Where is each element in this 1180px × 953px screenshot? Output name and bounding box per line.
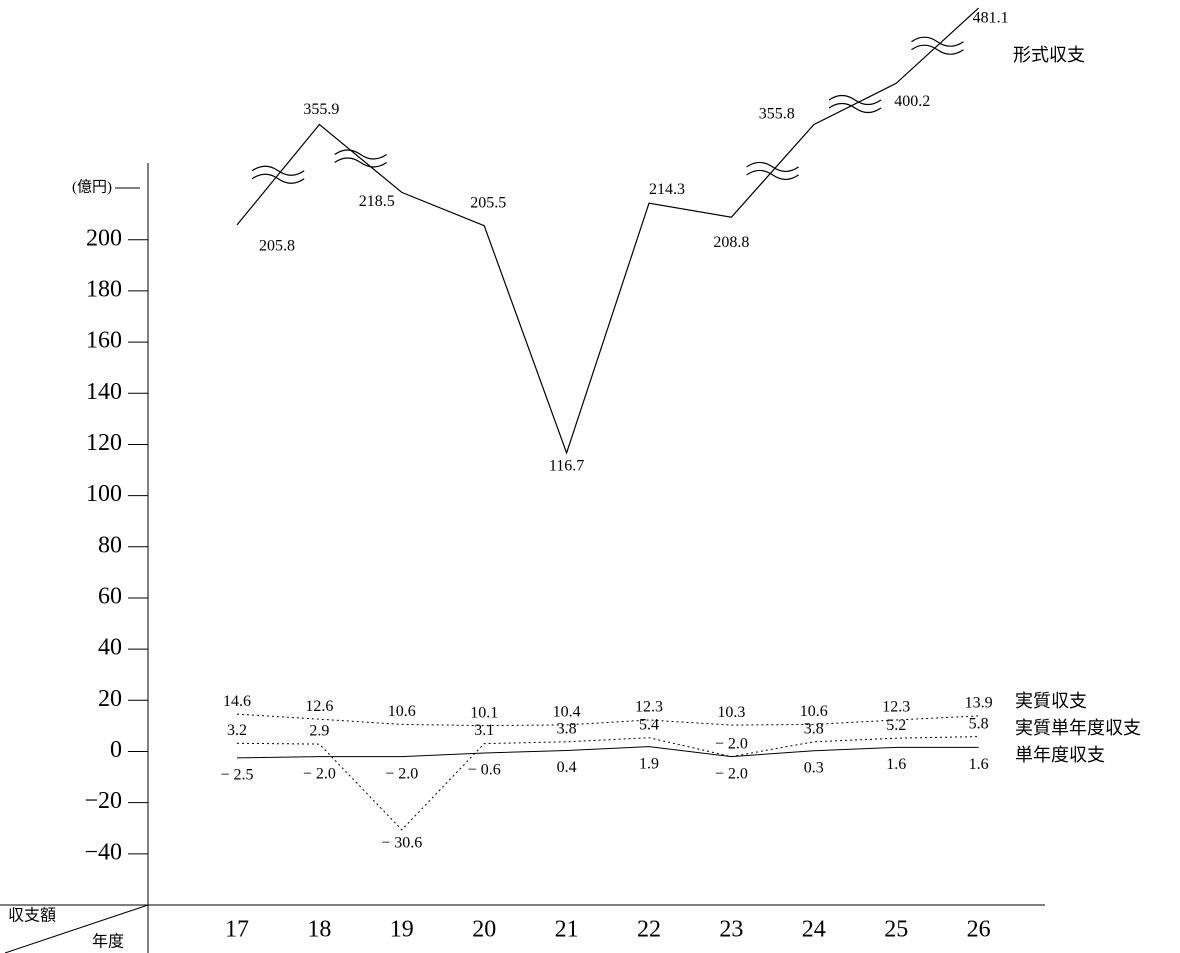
data-label: 13.9 <box>965 695 993 712</box>
series-name: 実質単年度収支 <box>1015 718 1141 738</box>
data-label: 355.9 <box>303 101 339 118</box>
data-label: − 0.6 <box>468 762 501 779</box>
data-label: 481.1 <box>973 10 1009 27</box>
x-tick-label: 22 <box>637 917 661 943</box>
x-tick-label: 19 <box>390 917 414 943</box>
data-label: 208.8 <box>713 234 749 251</box>
x-tick-label: 23 <box>719 917 743 943</box>
data-label: 1.6 <box>969 756 989 773</box>
data-label: 0.3 <box>804 759 824 776</box>
series-name: 形式収支 <box>1013 45 1085 65</box>
axis-break <box>746 161 799 173</box>
data-label: − 2.0 <box>385 765 418 782</box>
y-tick-label: −20 <box>84 788 122 814</box>
data-label: 214.3 <box>649 181 685 198</box>
data-label: − 2.5 <box>220 767 253 784</box>
data-label: 12.3 <box>635 699 663 716</box>
x-tick-label: 25 <box>884 917 908 943</box>
axis-break <box>746 169 799 181</box>
data-label: 10.6 <box>800 703 828 720</box>
data-label: 355.8 <box>759 105 795 122</box>
x-tick-label: 21 <box>555 917 579 943</box>
y-tick-label: 60 <box>98 583 122 609</box>
data-label: 10.4 <box>553 704 581 721</box>
y-tick-label: 0 <box>110 737 122 763</box>
axis-break <box>828 102 882 114</box>
y-tick-label: 200 <box>86 225 122 251</box>
data-label: 3.1 <box>474 722 494 739</box>
corner-diagonal <box>4 904 149 953</box>
data-label: 2.9 <box>309 723 329 740</box>
axis-break <box>911 44 964 55</box>
series-line <box>236 746 979 759</box>
data-label: 400.2 <box>894 93 930 110</box>
axis-break <box>828 94 882 106</box>
axis-break <box>334 149 387 160</box>
series-line <box>236 736 979 831</box>
axis-break <box>334 157 387 168</box>
y-tick-label: 100 <box>86 481 122 507</box>
x-tick-label: 24 <box>802 917 826 943</box>
data-label: 14.6 <box>223 693 251 710</box>
unit-label: (億円) <box>72 178 112 195</box>
data-label: 5.2 <box>886 717 906 734</box>
data-label: 12.6 <box>305 698 333 715</box>
data-label: 116.7 <box>549 458 584 475</box>
series-line <box>236 7 980 455</box>
corner-bottom: 年度 <box>92 933 124 951</box>
data-label: 0.4 <box>557 759 577 776</box>
series-name: 単年度収支 <box>1015 745 1105 765</box>
data-label: 3.8 <box>804 720 824 737</box>
data-label: 10.3 <box>717 704 745 721</box>
data-label: 12.3 <box>882 699 910 716</box>
data-label: 3.8 <box>557 720 577 737</box>
y-tick-label: 120 <box>86 430 122 456</box>
axis-break <box>251 165 305 176</box>
data-label: − 2.0 <box>715 735 748 752</box>
data-label: 3.2 <box>227 722 247 739</box>
y-tick-label: 160 <box>86 328 122 354</box>
x-tick-label: 26 <box>967 917 991 943</box>
data-label: − 2.0 <box>303 765 336 782</box>
axis-break <box>911 36 964 47</box>
data-label: 5.4 <box>639 716 659 733</box>
x-tick-label: 18 <box>307 917 331 943</box>
data-label: 1.6 <box>886 756 906 773</box>
data-label: − 30.6 <box>381 834 422 851</box>
series-line <box>236 713 979 727</box>
x-tick-label: 17 <box>225 917 249 943</box>
data-label: 205.5 <box>470 194 506 211</box>
y-tick-label: 180 <box>86 276 122 302</box>
data-label: 218.5 <box>359 193 395 210</box>
axis-break <box>251 173 305 184</box>
series-name: 実質収支 <box>1015 691 1087 711</box>
data-label: 10.6 <box>388 703 416 720</box>
data-label: − 2.0 <box>715 765 748 782</box>
x-tick-label: 20 <box>472 917 496 943</box>
data-label: 10.1 <box>470 704 498 721</box>
corner-top: 収支額 <box>8 907 56 925</box>
data-label: 5.8 <box>969 715 989 732</box>
y-tick-label: 20 <box>98 686 122 712</box>
y-tick-label: 40 <box>98 635 122 661</box>
data-label: 1.9 <box>639 755 659 772</box>
y-tick-label: −40 <box>84 839 122 865</box>
y-tick-label: 80 <box>98 532 122 558</box>
data-label: 205.8 <box>259 238 295 255</box>
y-tick-label: 140 <box>86 379 122 405</box>
